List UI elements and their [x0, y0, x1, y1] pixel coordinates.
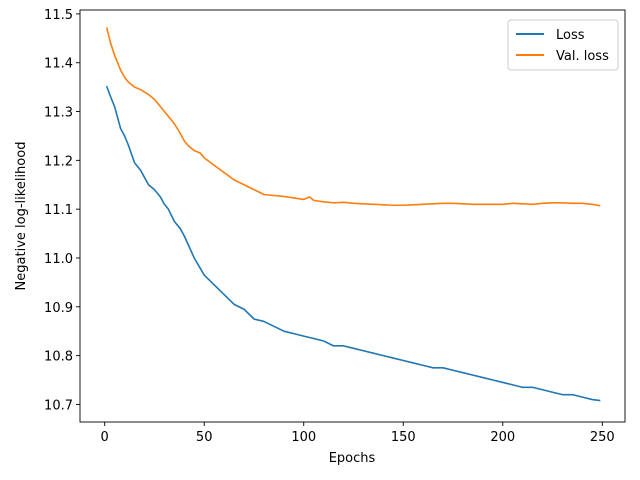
y-tick-label: 10.8	[44, 350, 73, 365]
y-tick-label: 11.2	[44, 154, 73, 169]
y-tick-label: 10.7	[44, 398, 73, 413]
legend: Loss Val. loss	[507, 19, 619, 71]
y-tick-label: 11.3	[44, 106, 73, 121]
series-line-val-loss	[105, 27, 601, 207]
x-tick-label: 50	[196, 430, 213, 445]
series-line-loss	[105, 85, 601, 402]
plot-frame	[79, 9, 626, 423]
y-tick-label: 11.5	[44, 8, 73, 23]
y-tick-label: 11.1	[44, 203, 73, 218]
x-axis-label: Epochs	[329, 451, 376, 466]
plot-background	[80, 10, 625, 422]
x-tick-label: 200	[490, 430, 515, 445]
x-tick-label: 150	[391, 430, 416, 445]
x-axis: 0 50 100 150 200 250	[101, 422, 615, 445]
y-axis: 10.7 10.8 10.9 11.0 11.1 11.2 11.3 11.4 11.5	[44, 8, 80, 413]
legend-box	[507, 19, 619, 71]
legend-label-loss: Loss	[556, 28, 585, 43]
y-axis-label: Negative log-likelihood	[14, 142, 29, 291]
x-tick-label: 250	[590, 430, 615, 445]
series-layer	[105, 27, 601, 402]
x-tick-label: 0	[101, 430, 109, 445]
x-tick-label: 100	[291, 430, 316, 445]
y-tick-label: 11.4	[44, 57, 73, 72]
y-tick-label: 11.0	[44, 252, 73, 267]
y-tick-label: 10.9	[44, 301, 73, 316]
legend-label-val-loss: Val. loss	[556, 49, 609, 64]
